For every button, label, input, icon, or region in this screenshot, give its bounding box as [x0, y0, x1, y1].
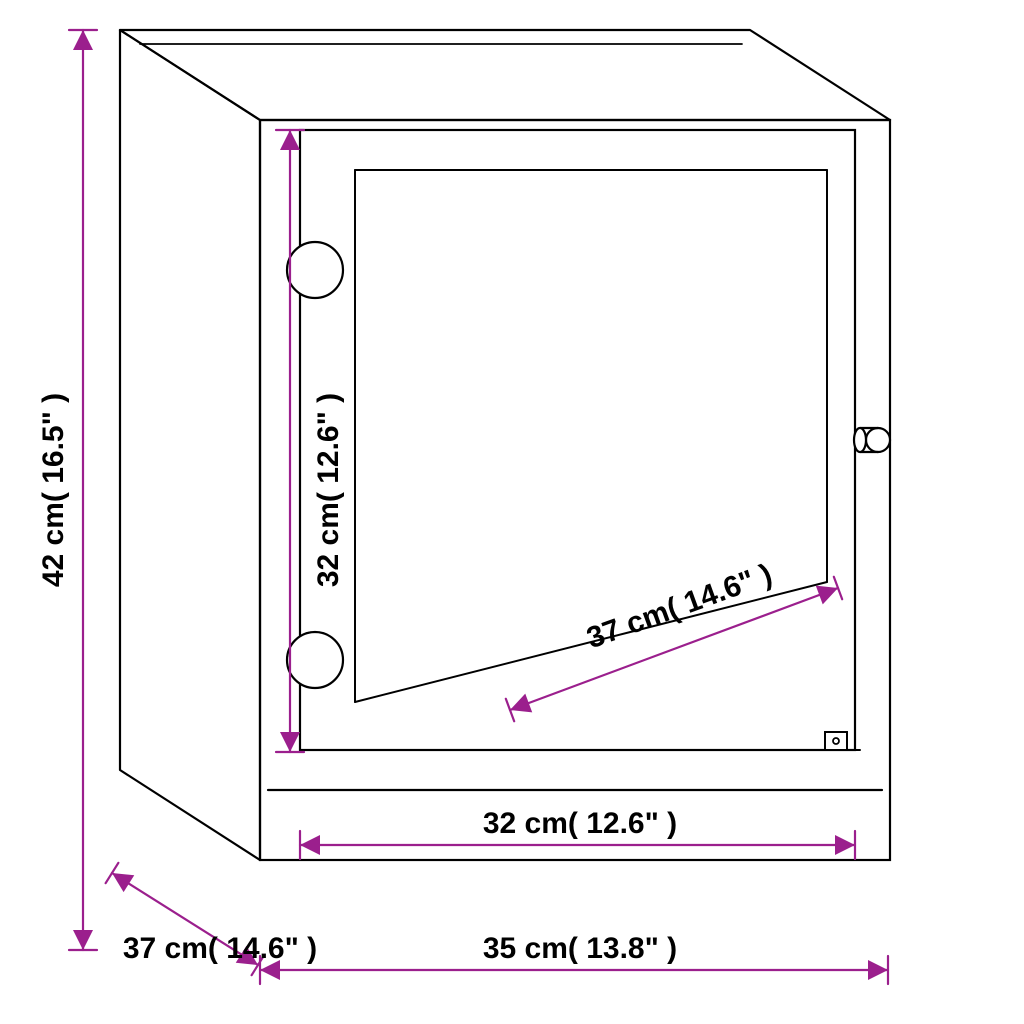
svg-text:42 cm( 16.5" ): 42 cm( 16.5" ) [37, 393, 70, 587]
svg-text:32 cm( 12.6" ): 32 cm( 12.6" ) [483, 807, 677, 840]
svg-text:37 cm( 14.6" ): 37 cm( 14.6" ) [583, 558, 777, 655]
svg-text:35 cm( 13.8" ): 35 cm( 13.8" ) [483, 932, 677, 965]
svg-text:37 cm( 14.6" ): 37 cm( 14.6" ) [123, 932, 317, 965]
svg-text:32 cm( 12.6" ): 32 cm( 12.6" ) [312, 393, 345, 587]
